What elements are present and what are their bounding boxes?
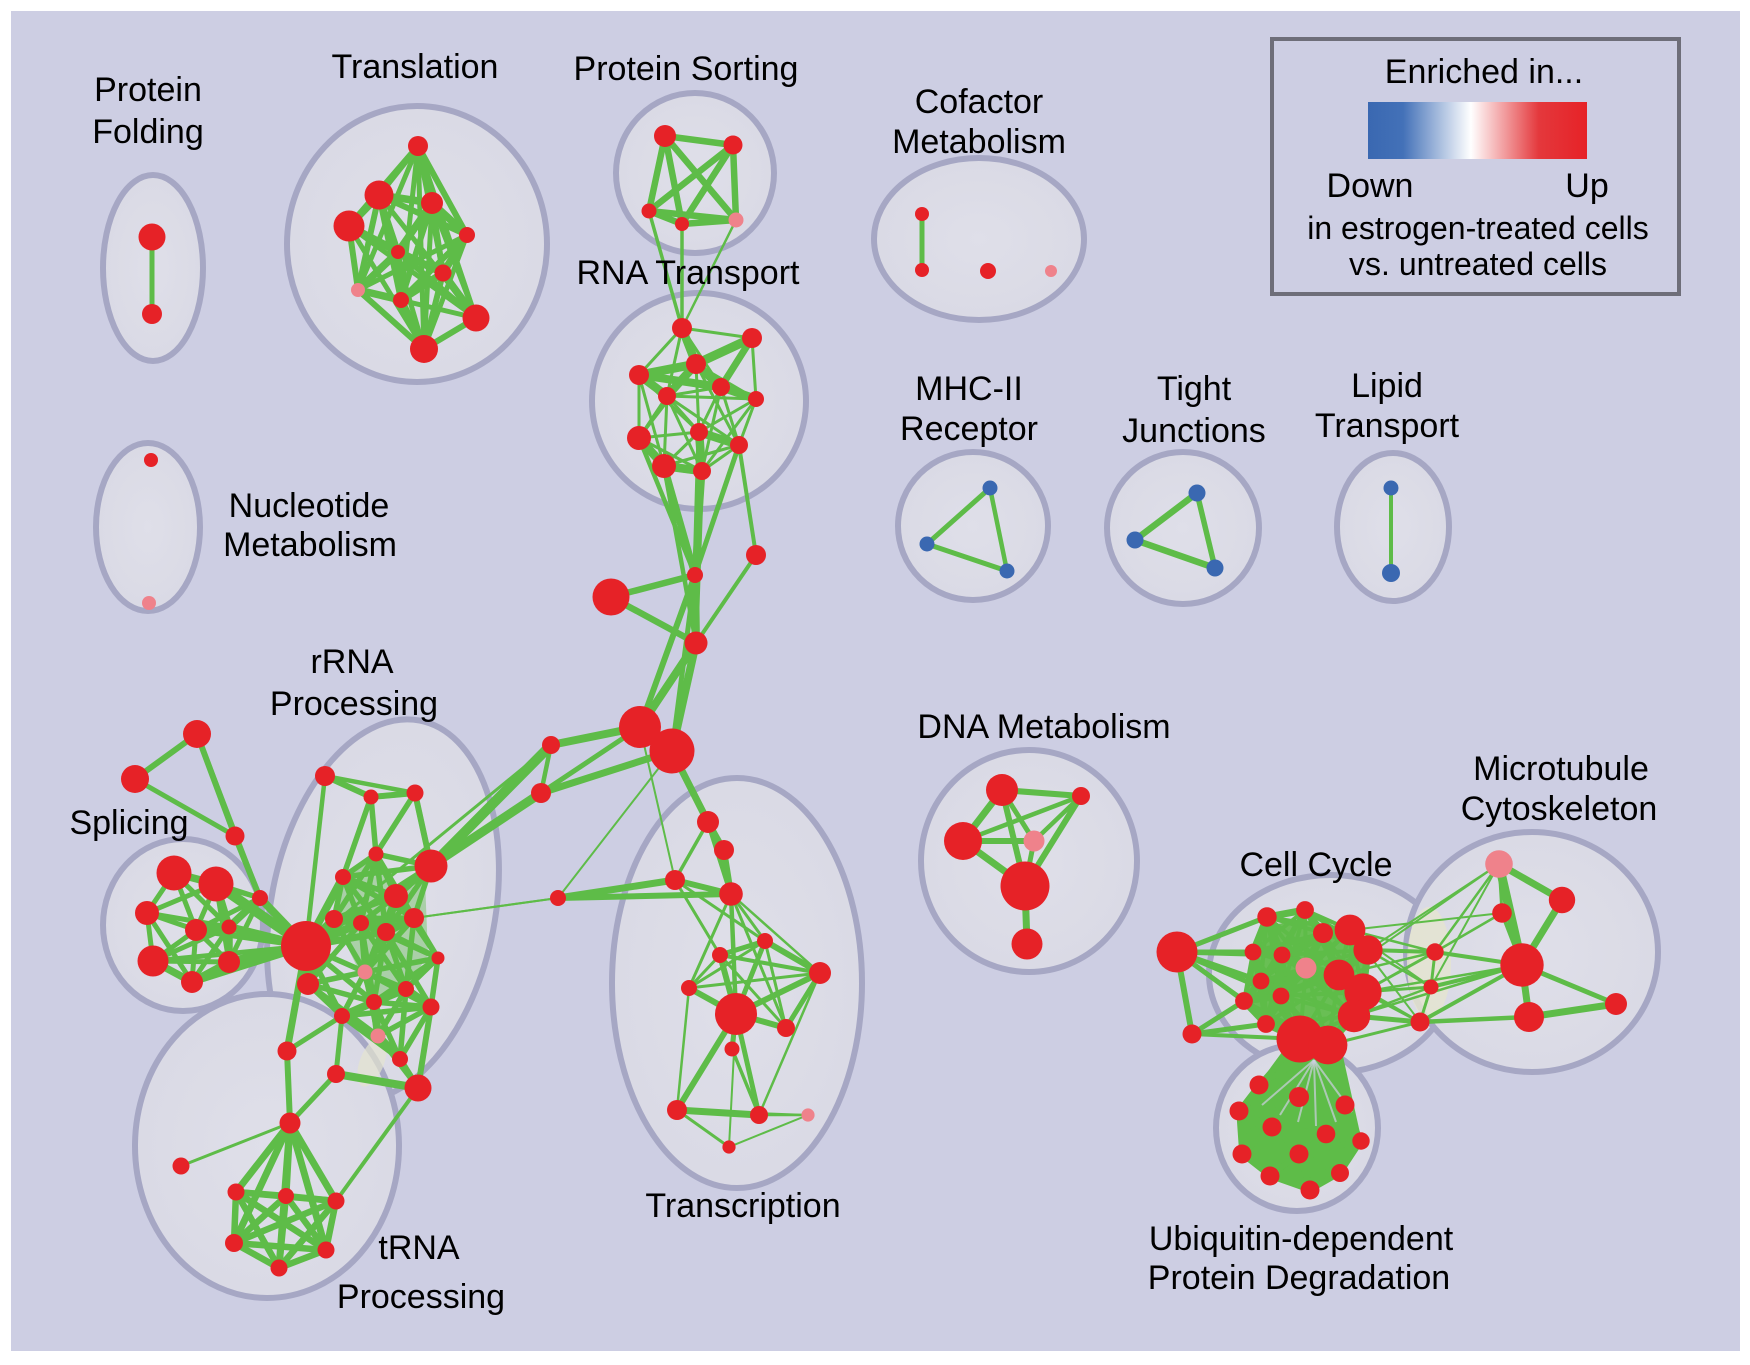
svg-text:Enriched in...: Enriched in... <box>1385 53 1583 91</box>
svg-text:Metabolism: Metabolism <box>892 123 1066 161</box>
svg-text:rRNA: rRNA <box>310 643 393 681</box>
svg-text:Processing: Processing <box>270 685 438 723</box>
svg-text:Down: Down <box>1327 167 1414 205</box>
svg-text:RNA Transport: RNA Transport <box>577 254 801 292</box>
svg-text:Ubiquitin-dependent: Ubiquitin-dependent <box>1149 1220 1454 1258</box>
svg-text:in estrogen-treated cells: in estrogen-treated cells <box>1307 210 1649 246</box>
svg-text:Splicing: Splicing <box>69 804 188 842</box>
svg-text:Protein Sorting: Protein Sorting <box>574 50 799 88</box>
svg-text:Protein: Protein <box>94 71 202 109</box>
svg-text:tRNA: tRNA <box>378 1229 460 1267</box>
svg-text:Transport: Transport <box>1315 407 1460 445</box>
svg-text:Microtubule: Microtubule <box>1473 750 1649 788</box>
svg-text:Tight: Tight <box>1157 370 1232 408</box>
svg-text:Translation: Translation <box>332 48 499 86</box>
svg-text:Nucleotide: Nucleotide <box>229 487 390 525</box>
svg-text:Cytoskeleton: Cytoskeleton <box>1461 790 1658 828</box>
svg-text:Protein Degradation: Protein Degradation <box>1148 1259 1450 1297</box>
svg-text:Metabolism: Metabolism <box>223 526 397 564</box>
svg-text:Cofactor: Cofactor <box>915 83 1044 121</box>
svg-text:Lipid: Lipid <box>1351 367 1423 405</box>
svg-text:Transcription: Transcription <box>645 1187 840 1225</box>
svg-text:Processing: Processing <box>337 1278 505 1316</box>
svg-text:Receptor: Receptor <box>900 410 1038 448</box>
svg-text:MHC-II: MHC-II <box>915 370 1023 408</box>
svg-text:DNA Metabolism: DNA Metabolism <box>917 708 1170 746</box>
svg-text:vs. untreated cells: vs. untreated cells <box>1349 246 1607 282</box>
svg-text:Folding: Folding <box>92 113 204 151</box>
svg-text:Cell Cycle: Cell Cycle <box>1239 846 1392 884</box>
svg-text:Up: Up <box>1565 167 1608 205</box>
svg-text:Junctions: Junctions <box>1122 412 1266 450</box>
